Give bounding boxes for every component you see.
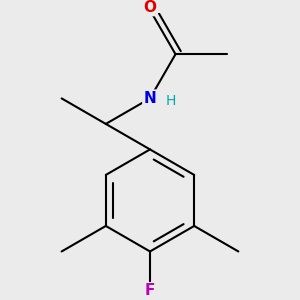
Text: N: N	[144, 91, 156, 106]
Text: H: H	[165, 94, 176, 108]
Text: O: O	[143, 0, 157, 15]
Text: F: F	[145, 284, 155, 298]
